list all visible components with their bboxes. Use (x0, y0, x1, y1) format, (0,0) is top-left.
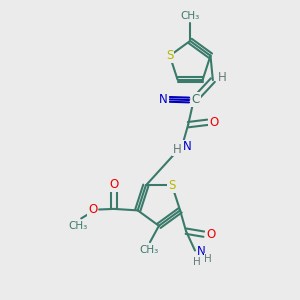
Text: O: O (109, 178, 119, 191)
Text: C: C (192, 93, 200, 106)
Text: CH₃: CH₃ (139, 245, 158, 256)
Text: CH₃: CH₃ (68, 221, 87, 231)
Text: H: H (172, 142, 181, 155)
Text: O: O (209, 116, 219, 129)
Text: S: S (166, 49, 173, 62)
Text: H: H (218, 71, 227, 84)
Text: N: N (159, 93, 168, 106)
Text: H: H (194, 257, 201, 267)
Text: S: S (168, 179, 176, 192)
Text: CH₃: CH₃ (181, 11, 200, 21)
Text: N: N (183, 140, 192, 154)
Text: N: N (197, 245, 206, 258)
Text: H: H (205, 254, 212, 264)
Text: O: O (88, 203, 97, 216)
Text: O: O (206, 228, 216, 241)
